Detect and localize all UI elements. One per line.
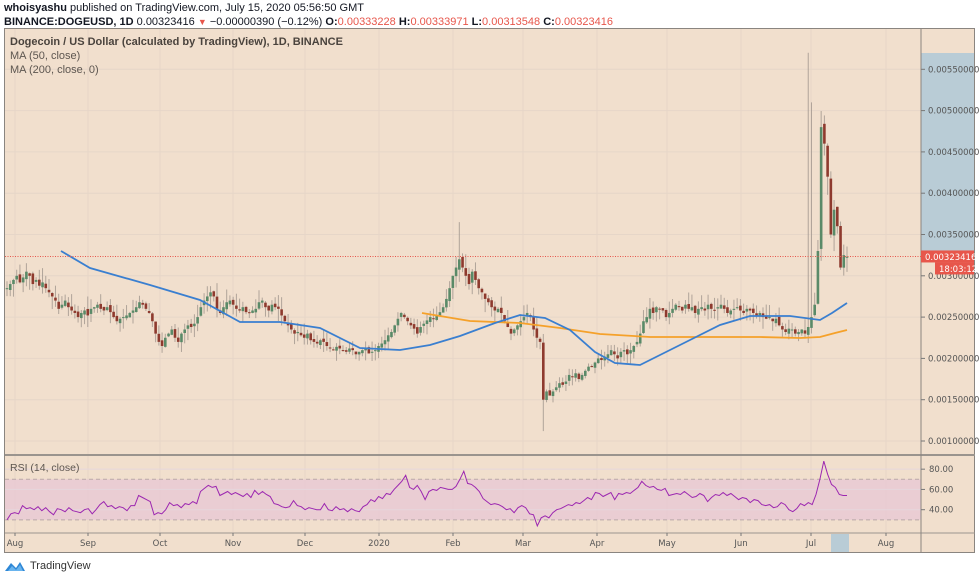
time-axis-label: Aug — [7, 539, 24, 549]
low-value: 0.00313548 — [482, 16, 541, 28]
tradingview-logo-icon — [5, 562, 25, 571]
author-name[interactable]: whoisyashu — [4, 2, 67, 14]
symbol-label: BINANCE:DOGEUSD, 1D — [4, 16, 134, 28]
high-value: 0.00333971 — [410, 16, 469, 28]
rsi-axis-label: 40.00 — [929, 506, 953, 516]
grid — [5, 29, 921, 533]
ma200-line — [421, 312, 848, 339]
open-value: 0.00333228 — [337, 16, 396, 28]
high-label: H: — [398, 16, 411, 28]
rsi-legend[interactable]: RSI (14, close) — [10, 462, 80, 474]
time-axis-label: May — [658, 539, 676, 549]
published-text: published on TradingView.com, July 15, 2… — [70, 2, 364, 14]
price-axis-highlight — [921, 53, 974, 252]
open-label: O: — [325, 16, 338, 28]
rsi-band — [5, 479, 921, 520]
price-axis-label: 0.00400000 — [928, 189, 979, 199]
time-axis-label: Sep — [80, 539, 96, 549]
time-axis-label: Nov — [225, 539, 242, 549]
price-axis-label: 0.00300000 — [928, 272, 979, 282]
time-axis-highlight — [831, 534, 849, 552]
rsi-axis-label: 80.00 — [929, 465, 953, 475]
legend-ma50[interactable]: MA (50, close) — [10, 50, 81, 62]
low-label: L: — [471, 16, 483, 28]
price-axis-label: 0.00350000 — [928, 231, 979, 241]
publish-info: whoisyashu published on TradingView.com,… — [4, 2, 364, 15]
ma50-line — [60, 250, 848, 366]
time-axis-label: Feb — [445, 539, 460, 549]
price-axis-label: 0.00250000 — [928, 313, 979, 323]
close-label: C: — [543, 16, 555, 28]
price-change: −0.00000390 (−0.12%) — [209, 16, 323, 28]
time-axis-label: Mar — [515, 539, 532, 549]
rsi-line — [6, 460, 847, 528]
price-axis-label: 0.00450000 — [928, 148, 979, 158]
time-axis-label: Aug — [878, 539, 895, 549]
rsi-axis-label: 60.00 — [929, 485, 953, 495]
candles — [5, 52, 849, 432]
time-axis-label: Jul — [805, 539, 816, 549]
time-axis-label: Dec — [297, 539, 314, 549]
time-axis-label: Apr — [590, 539, 605, 549]
price-axis-label: 0.00500000 — [928, 107, 979, 117]
chart-legend: Dogecoin / US Dollar (calculated by Trad… — [10, 35, 343, 77]
footer-brand-label: TradingView — [30, 560, 91, 572]
price-axis-label: 0.00150000 — [928, 396, 979, 406]
price-axis-label: 0.00550000 — [928, 65, 979, 75]
symbol-info-bar: BINANCE:DOGEUSD, 1D 0.00323416 ▼ −0.0000… — [4, 16, 613, 29]
last-price: 0.00323416 — [136, 16, 195, 28]
close-value: 0.00323416 — [554, 16, 613, 28]
last-price-tag: 0.00323416 18:03:12 — [921, 250, 977, 275]
down-triangle-icon: ▼ — [197, 17, 207, 27]
svg-text:0.00323416: 0.00323416 — [925, 253, 976, 263]
legend-title: Dogecoin / US Dollar (calculated by Trad… — [10, 36, 343, 48]
time-axis-label: Oct — [153, 539, 168, 549]
time-axis-label: Jun — [733, 539, 747, 549]
footer-brand: TradingView — [4, 560, 91, 572]
legend-ma200[interactable]: MA (200, close, 0) — [10, 64, 99, 76]
countdown-timer: 18:03:12 — [939, 265, 977, 275]
price-axis-label: 0.00100000 — [928, 437, 979, 447]
time-axis-label: 2020 — [368, 539, 390, 549]
price-axis-label: 0.00200000 — [928, 354, 979, 364]
